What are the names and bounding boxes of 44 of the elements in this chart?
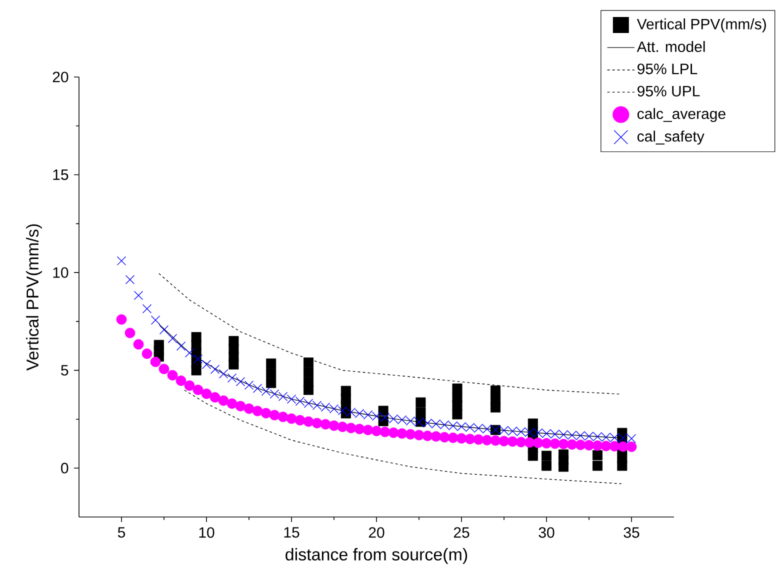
legend-label: calc_average xyxy=(637,108,726,122)
point xyxy=(416,397,426,408)
y-tick-label: 0 xyxy=(61,462,68,474)
point xyxy=(452,409,462,420)
point xyxy=(592,460,603,471)
x-axis-title: distance from source(m) xyxy=(286,548,468,564)
y-axis-title: Vertical PPV(mm/s) xyxy=(26,224,42,371)
y-tick-label: 15 xyxy=(53,170,68,180)
legend-label: Vertical PPV(mm/s) xyxy=(636,18,766,32)
y-tick-label: 20 xyxy=(52,72,68,82)
legend-label: 95% UPL xyxy=(638,86,700,96)
point xyxy=(452,384,462,394)
point xyxy=(191,348,202,358)
line-series xyxy=(158,273,622,395)
legend-label: 95% LPL xyxy=(638,64,698,74)
x-tick-label: 5 xyxy=(118,527,126,538)
point xyxy=(542,460,552,471)
point xyxy=(304,384,314,395)
legend-label: cal_safety xyxy=(637,130,704,145)
point xyxy=(228,359,239,370)
point xyxy=(490,385,501,396)
y-tick-label: 5 xyxy=(61,365,68,376)
x-tick-label: 15 xyxy=(284,527,300,538)
x-tick-label: 30 xyxy=(538,527,554,538)
x-tick-label: 20 xyxy=(368,527,384,538)
point xyxy=(191,365,202,376)
point xyxy=(266,378,276,388)
point xyxy=(304,358,314,368)
point xyxy=(542,450,552,461)
point xyxy=(266,368,276,378)
point xyxy=(490,402,501,412)
point xyxy=(304,367,314,378)
point xyxy=(558,462,569,472)
point xyxy=(617,460,628,471)
point xyxy=(592,450,603,460)
x-tick-label: 35 xyxy=(624,527,640,538)
x-tick-label: 10 xyxy=(199,527,214,538)
y-tick-label: 10 xyxy=(53,267,68,278)
legend-label: Att. model xyxy=(636,41,705,52)
point xyxy=(266,358,276,368)
point xyxy=(378,406,388,416)
point xyxy=(416,407,426,418)
x-tick-label: 25 xyxy=(454,527,470,538)
point xyxy=(528,450,538,461)
